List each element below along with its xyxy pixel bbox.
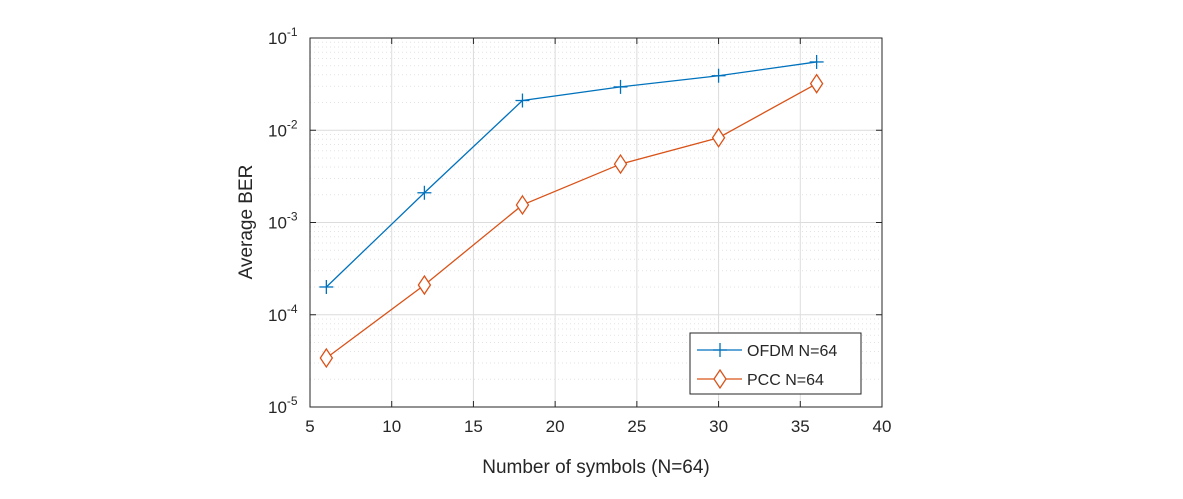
plus-marker: [809, 54, 824, 69]
x-tick-label: 20: [546, 417, 565, 436]
x-tick-label: 25: [627, 417, 646, 436]
plus-marker: [711, 68, 726, 83]
y-tick-label: 10-4: [268, 302, 298, 325]
y-axis-label: Average BER: [236, 165, 257, 280]
y-tick-label: 10-1: [268, 25, 298, 48]
y-tick-label: 10-3: [268, 210, 298, 233]
diamond-marker: [713, 368, 727, 390]
x-tick-label: 40: [873, 417, 892, 436]
plus-marker: [417, 185, 432, 200]
y-tick-label: 10-2: [268, 117, 298, 140]
series-line-0: [325, 61, 817, 288]
series-group: [319, 54, 824, 369]
legend-box: [689, 332, 862, 395]
diamond-marker: [711, 127, 726, 148]
diamond-marker: [809, 73, 824, 94]
plus-marker: [319, 279, 334, 294]
x-tick-label: 15: [464, 417, 483, 436]
legend-label: PCC N=64: [747, 372, 824, 389]
plus-marker: [613, 79, 628, 94]
axis-ticks: 5 10 15 20 25 30 35 40 10-5 10-4 10-3 10-2 10-1: [268, 25, 891, 436]
plus-marker: [515, 93, 530, 108]
plus-marker: [713, 343, 727, 357]
diamond-marker: [417, 274, 432, 296]
legend: OFDM N=64 PCC N=64: [689, 332, 862, 395]
diamond-marker: [613, 153, 628, 175]
series-line-1: [325, 83, 817, 359]
legend-label: OFDM N=64: [747, 343, 837, 360]
diamond-marker: [515, 194, 530, 216]
x-axis-label: Number of symbols (N=64): [482, 457, 710, 478]
x-tick-label: 35: [791, 417, 810, 436]
x-tick-label: 5: [305, 417, 314, 436]
x-tick-label: 10: [382, 417, 401, 436]
x-tick-label: 30: [709, 417, 728, 436]
y-tick-label: 10-5: [268, 394, 298, 417]
diamond-marker: [319, 347, 334, 369]
